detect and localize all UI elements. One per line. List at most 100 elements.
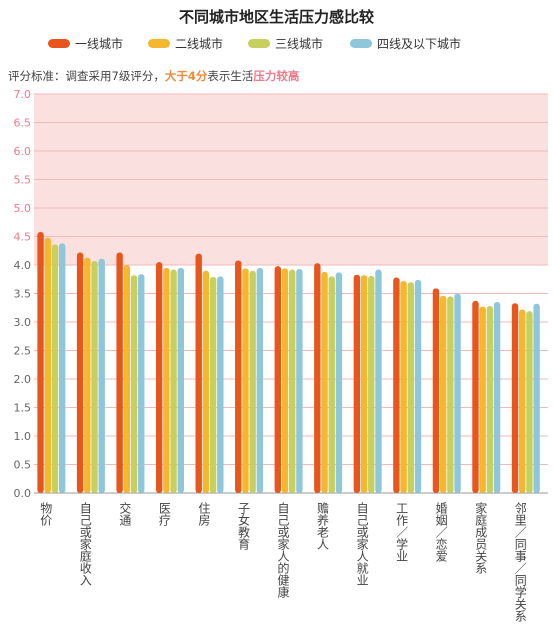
bar-2-1 — [123, 265, 131, 493]
legend: 一线城市 二线城市 三线城市 四线及以下城市 — [0, 36, 553, 52]
bar-4-0 — [195, 253, 202, 493]
bar-11-1 — [479, 306, 486, 493]
bar-0-0 — [37, 231, 44, 493]
x-category-label: 婚姻／恋爱 — [434, 502, 448, 562]
bar-8-3 — [375, 269, 382, 493]
y-tick-label: 0.0 — [14, 487, 32, 500]
x-category-label: 工作／学业 — [395, 502, 409, 562]
bar-2-2 — [130, 275, 138, 493]
legend-label-tier4: 四线及以下城市 — [377, 37, 462, 51]
note-highlight-threshold: 大于4分 — [164, 69, 208, 83]
bar-7-2 — [328, 276, 335, 493]
legend-item-tier4: 四线及以下城市 — [350, 36, 461, 52]
bar-0-3 — [58, 243, 66, 493]
bar-0-1 — [44, 237, 51, 493]
bar-12-2 — [526, 311, 533, 493]
bar-9-0 — [393, 277, 400, 493]
x-category-label: 医疗 — [157, 502, 171, 527]
bar-5-1 — [242, 268, 249, 493]
legend-item-tier1: 一线城市 — [48, 36, 123, 52]
bar-12-0 — [511, 303, 519, 493]
y-tick-label: 4.5 — [14, 231, 32, 244]
bar-11-3 — [493, 302, 501, 493]
bar-9-1 — [400, 280, 407, 493]
bar-1-1 — [84, 257, 91, 493]
bar-8-0 — [353, 274, 361, 493]
legend-label-tier1: 一线城市 — [75, 37, 124, 51]
y-tick-label: 6.5 — [14, 117, 32, 130]
bar-7-3 — [335, 272, 343, 493]
bar-5-3 — [256, 267, 264, 493]
bar-6-3 — [296, 268, 303, 493]
y-tick-label: 4.0 — [14, 259, 32, 272]
bar-10-2 — [447, 296, 454, 493]
legend-swatch-tier4 — [350, 39, 372, 48]
bar-7-0 — [314, 263, 321, 493]
y-tick-label: 3.5 — [14, 288, 32, 301]
bar-11-0 — [472, 300, 479, 493]
legend-swatch-tier3 — [248, 39, 270, 48]
x-category-label: 自己或家人就业 — [355, 502, 369, 586]
scoring-note: 评分标准：调查采用7级评分，大于4分表示生活压力较高 — [8, 68, 299, 84]
bar-7-1 — [321, 271, 328, 493]
x-category-label: 自己或家庭收入 — [78, 502, 92, 586]
legend-item-tier3: 三线城市 — [248, 36, 323, 52]
legend-item-tier2: 二线城市 — [148, 36, 223, 52]
note-prefix: 评分标准：调查采用7级评分， — [8, 69, 165, 83]
legend-label-tier3: 三线城市 — [275, 37, 324, 51]
y-tick-label: 1.0 — [14, 430, 32, 443]
bar-10-0 — [432, 288, 440, 493]
x-category-label: 邻里／同事／同学关系 — [513, 502, 527, 622]
bar-6-1 — [281, 268, 289, 493]
bar-1-2 — [91, 261, 98, 493]
bar-4-2 — [209, 276, 217, 493]
bar-4-3 — [217, 276, 224, 493]
chart-title: 不同城市地区生活压力感比较 — [178, 8, 374, 26]
bar-10-3 — [454, 293, 461, 493]
bar-12-1 — [519, 309, 526, 493]
y-tick-label: 6.0 — [14, 145, 32, 158]
bar-8-2 — [368, 275, 375, 493]
bar-2-3 — [138, 274, 145, 493]
y-tick-label: 1.5 — [14, 402, 32, 415]
bar-5-0 — [235, 260, 242, 493]
y-tick-label: 5.5 — [14, 174, 32, 187]
y-tick-label: 2.5 — [14, 345, 32, 358]
bar-1-3 — [98, 258, 105, 493]
x-category-label: 物价 — [39, 502, 53, 526]
bar-9-2 — [407, 282, 415, 493]
y-tick-label: 7.0 — [14, 88, 32, 101]
y-tick-label: 3.0 — [14, 316, 32, 329]
bar-3-3 — [177, 267, 184, 493]
bar-4-1 — [202, 270, 210, 493]
bar-0-2 — [51, 244, 59, 493]
y-tick-label: 5.0 — [14, 202, 32, 215]
x-category-label: 家庭成员关系 — [474, 501, 488, 574]
bar-8-1 — [360, 275, 368, 493]
y-tick-label: 0.5 — [14, 459, 32, 472]
legend-label-tier2: 二线城市 — [175, 37, 224, 51]
bar-6-2 — [289, 269, 296, 493]
bar-3-1 — [163, 267, 170, 493]
bar-3-0 — [155, 262, 163, 493]
note-middle: 表示生活 — [207, 69, 254, 83]
bar-11-2 — [486, 306, 494, 493]
y-tick-label: 2.0 — [14, 373, 32, 386]
bar-3-2 — [170, 269, 177, 493]
x-category-label: 赡养老人 — [316, 502, 330, 550]
note-highlight-pressure: 压力较高 — [253, 69, 300, 83]
bar-6-0 — [274, 266, 281, 493]
x-category-label: 交通 — [118, 501, 132, 526]
legend-swatch-tier1 — [48, 39, 70, 48]
bar-5-2 — [249, 270, 256, 493]
bar-1-0 — [76, 252, 84, 493]
legend-swatch-tier2 — [148, 39, 170, 48]
bar-2-0 — [116, 252, 123, 493]
bar-9-3 — [414, 279, 422, 493]
x-category-label: 住房 — [197, 502, 211, 526]
x-category-label: 子女教育 — [236, 502, 250, 551]
x-category-label: 自己或家人的健康 — [276, 502, 290, 598]
bar-12-3 — [533, 303, 540, 493]
bar-10-1 — [439, 295, 447, 493]
